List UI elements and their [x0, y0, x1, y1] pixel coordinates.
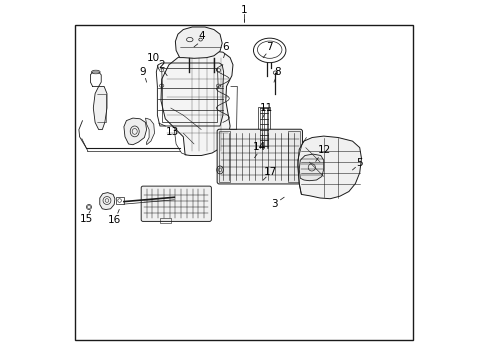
Text: 9: 9: [140, 67, 146, 77]
Text: 16: 16: [108, 215, 122, 225]
Polygon shape: [145, 118, 154, 145]
Text: 4: 4: [198, 31, 204, 41]
Text: 11: 11: [260, 103, 273, 113]
Text: 17: 17: [263, 167, 277, 177]
Text: 12: 12: [317, 145, 330, 156]
Text: 7: 7: [266, 42, 272, 52]
Bar: [258, 107, 269, 149]
Polygon shape: [297, 136, 361, 199]
Bar: [75, 25, 412, 340]
Text: 3: 3: [270, 199, 277, 210]
Text: 10: 10: [147, 53, 160, 63]
Polygon shape: [93, 86, 107, 130]
Text: 14: 14: [252, 142, 265, 152]
FancyBboxPatch shape: [141, 186, 211, 221]
Polygon shape: [299, 154, 323, 181]
Polygon shape: [161, 50, 232, 156]
Polygon shape: [175, 27, 222, 58]
Text: 13: 13: [165, 127, 179, 138]
Bar: [115, 197, 123, 204]
Text: 8: 8: [274, 67, 281, 77]
Text: 2: 2: [158, 60, 164, 70]
Bar: [287, 131, 300, 182]
Polygon shape: [123, 118, 146, 145]
FancyBboxPatch shape: [217, 129, 302, 184]
Bar: [160, 218, 170, 223]
Text: 1: 1: [241, 5, 247, 15]
Polygon shape: [100, 193, 115, 210]
Text: 15: 15: [80, 214, 93, 224]
Text: 6: 6: [222, 42, 228, 52]
Bar: [219, 131, 230, 182]
Text: 5: 5: [356, 158, 362, 168]
